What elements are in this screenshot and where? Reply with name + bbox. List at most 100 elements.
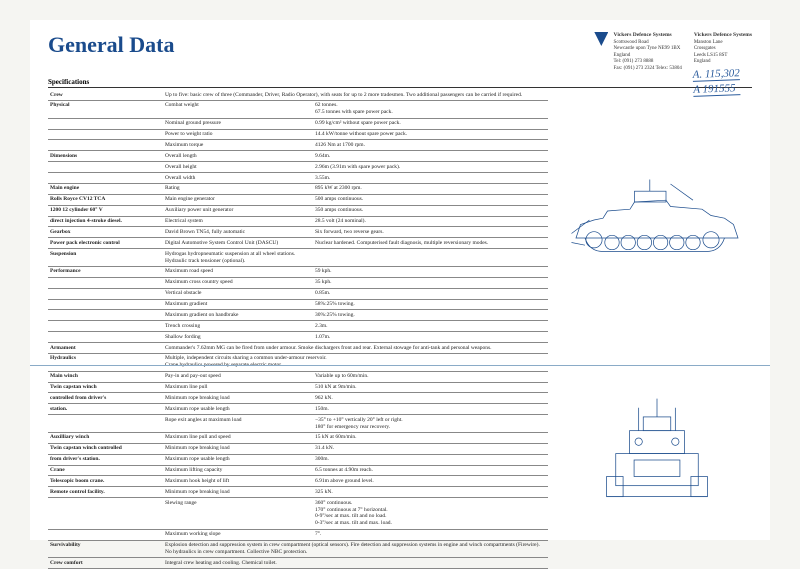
- company-name-2: Vickers Defence Systems: [694, 32, 752, 38]
- table-row: Remote control facility.Minimum rope bre…: [48, 487, 548, 498]
- spec-key: Main winch: [48, 371, 163, 382]
- spec-table-column: CrewUp to five: basic crew of three (Com…: [48, 90, 548, 569]
- spec-key: Telescopic boom crane.: [48, 476, 163, 487]
- table-row: Crew comfortIntegral crew heating and co…: [48, 558, 548, 569]
- spec-sheet-page: General Data Vickers Defence Systems Sco…: [30, 20, 770, 540]
- spec-value: Six forward, two reverse gears.: [313, 227, 548, 238]
- spec-value: 895 kW at 2300 rpm.: [313, 183, 548, 194]
- spec-subkey: Maximum road speed: [163, 266, 313, 277]
- company-name: Vickers Defence Systems: [614, 32, 672, 38]
- spec-value: 2.96m (3.91m with spare power pack).: [313, 162, 548, 173]
- spec-key: Crew comfort: [48, 558, 163, 569]
- table-row: PerformanceMaximum road speed59 kph.: [48, 266, 548, 277]
- table-row: Twin capstan winchMaximum line pull510 k…: [48, 382, 548, 393]
- spec-subkey: Maximum cross country speed: [163, 277, 313, 288]
- spec-key: [48, 162, 163, 173]
- spec-value: Nuclear hardened. Computerised fault dia…: [313, 238, 548, 249]
- company-block: Vickers Defence Systems Scottswood Road …: [594, 32, 752, 72]
- spec-key: from driver's station.: [48, 454, 163, 465]
- spec-value: Variable up to 60m/min.: [313, 371, 548, 382]
- table-row: ArmamentCommander's 7.62mm MG can be fir…: [48, 343, 548, 354]
- table-row: Maximum working slope7°.: [48, 529, 548, 540]
- spec-key: Hydraulics: [48, 353, 163, 371]
- spec-value: Up to five: basic crew of three (Command…: [163, 90, 548, 100]
- table-row: Twin capstan winch controlledMinimum rop…: [48, 443, 548, 454]
- table-row: Vertical obstacle0.85m.: [48, 288, 548, 299]
- table-row: Rope exit angles at maximum load−35° to …: [48, 415, 548, 433]
- spec-value: Multiple, independent circuits sharing a…: [163, 353, 548, 371]
- spec-value: 6.91m above ground level.: [313, 476, 548, 487]
- spec-value: 4126 Nm at 1700 rpm.: [313, 140, 548, 151]
- spec-subkey: Maximum line pull: [163, 382, 313, 393]
- spec-subkey: Overall height: [163, 162, 313, 173]
- table-row: Overall width3.55m.: [48, 173, 548, 184]
- spec-subkey: Maximum line pull and speed: [163, 432, 313, 443]
- spec-value: 9.64m.: [313, 151, 548, 162]
- spec-subkey: Maximum torque: [163, 140, 313, 151]
- spec-value: 500 amps continuous.: [313, 194, 548, 205]
- spec-value: 962 kN.: [313, 393, 548, 404]
- spec-key: Twin capstan winch: [48, 382, 163, 393]
- table-row: Rolls Royce CV12 TCAMain engine generato…: [48, 194, 548, 205]
- spec-subkey: Overall width: [163, 173, 313, 184]
- spec-value: 325 kN.: [313, 487, 548, 498]
- table-row: GearboxDavid Brown TN54, fully automatic…: [48, 227, 548, 238]
- company-address-1: Vickers Defence Systems Scottswood Road …: [614, 32, 682, 72]
- table-row: Maximum gradient on handbrake30%:25% tow…: [48, 310, 548, 321]
- spec-subkey: Shallow fording: [163, 332, 313, 343]
- page-header: General Data Vickers Defence Systems Sco…: [48, 32, 752, 72]
- specifications-table: CrewUp to five: basic crew of three (Com…: [48, 90, 548, 569]
- spec-value: 62 tonnes.67.5 tonnes with spare power p…: [313, 100, 548, 118]
- spec-value: 30%:25% towing.: [313, 310, 548, 321]
- spec-subkey: Maximum lifting capacity: [163, 465, 313, 476]
- table-row: Nominal ground pressure0.99 kg/cm² witho…: [48, 118, 548, 129]
- spec-key: [48, 129, 163, 140]
- spec-value: Explosion detection and suppression syst…: [163, 540, 548, 558]
- page-divider: [30, 365, 770, 366]
- table-row: Power to weight ratio14.4 kW/tonne witho…: [48, 129, 548, 140]
- spec-value: 6.5 tonnes at 4.90m reach.: [313, 465, 548, 476]
- tank-side-view-diagram: [567, 175, 747, 265]
- table-row: Main winchPay-in and pay-out speedVariab…: [48, 371, 548, 382]
- spec-key: 1200 12 cylinder 60° V: [48, 205, 163, 216]
- spec-key: [48, 321, 163, 332]
- spec-key: Main engine: [48, 183, 163, 194]
- table-row: Shallow fording1.07m.: [48, 332, 548, 343]
- table-row: Telescopic boom crane.Maximum hook heigh…: [48, 476, 548, 487]
- spec-value: Commander's 7.62mm MG can be fired from …: [163, 343, 548, 354]
- spec-subkey: Combat weight: [163, 100, 313, 118]
- spec-value: −35° to +10° vertically 20° left or righ…: [313, 415, 548, 433]
- spec-key: [48, 310, 163, 321]
- spec-key: Crew: [48, 90, 163, 100]
- spec-subkey: Maximum rope usable length: [163, 404, 313, 415]
- spec-value: 31.4 kN.: [313, 443, 548, 454]
- spec-key: Performance: [48, 266, 163, 277]
- spec-subkey: Minimum rope breaking load: [163, 393, 313, 404]
- table-row: Maximum torque4126 Nm at 1700 rpm.: [48, 140, 548, 151]
- spec-key: station.: [48, 404, 163, 415]
- spec-key: Remote control facility.: [48, 487, 163, 498]
- spec-value: 58%:25% towing.: [313, 299, 548, 310]
- vickers-logo-icon: [594, 32, 608, 46]
- spec-subkey: Overall length: [163, 151, 313, 162]
- spec-key: Armament: [48, 343, 163, 354]
- spec-value: 2.3m.: [313, 321, 548, 332]
- spec-key: [48, 288, 163, 299]
- spec-subkey: Minimum rope breaking load: [163, 487, 313, 498]
- spec-value: 28.5 volt (24 nominal).: [313, 216, 548, 227]
- spec-key: [48, 415, 163, 433]
- table-row: CrewUp to five: basic crew of three (Com…: [48, 90, 548, 100]
- tank-front-view-diagram: [592, 394, 722, 504]
- table-row: DimensionsOverall length9.64m.: [48, 151, 548, 162]
- spec-value: 360° continuous.170° continuous at 7° ho…: [313, 498, 548, 530]
- spec-value: 35 kph.: [313, 277, 548, 288]
- spec-subkey: Maximum rope usable length: [163, 454, 313, 465]
- diagram-column: [562, 90, 752, 569]
- table-row: Slewing range360° continuous.170° contin…: [48, 498, 548, 530]
- spec-key: [48, 332, 163, 343]
- spec-value: 300m.: [313, 454, 548, 465]
- spec-value: Integral crew heating and cooling. Chemi…: [163, 558, 548, 569]
- spec-subkey: Main engine generator: [163, 194, 313, 205]
- spec-key: Suspension: [48, 249, 163, 267]
- spec-subkey: Pay-in and pay-out speed: [163, 371, 313, 382]
